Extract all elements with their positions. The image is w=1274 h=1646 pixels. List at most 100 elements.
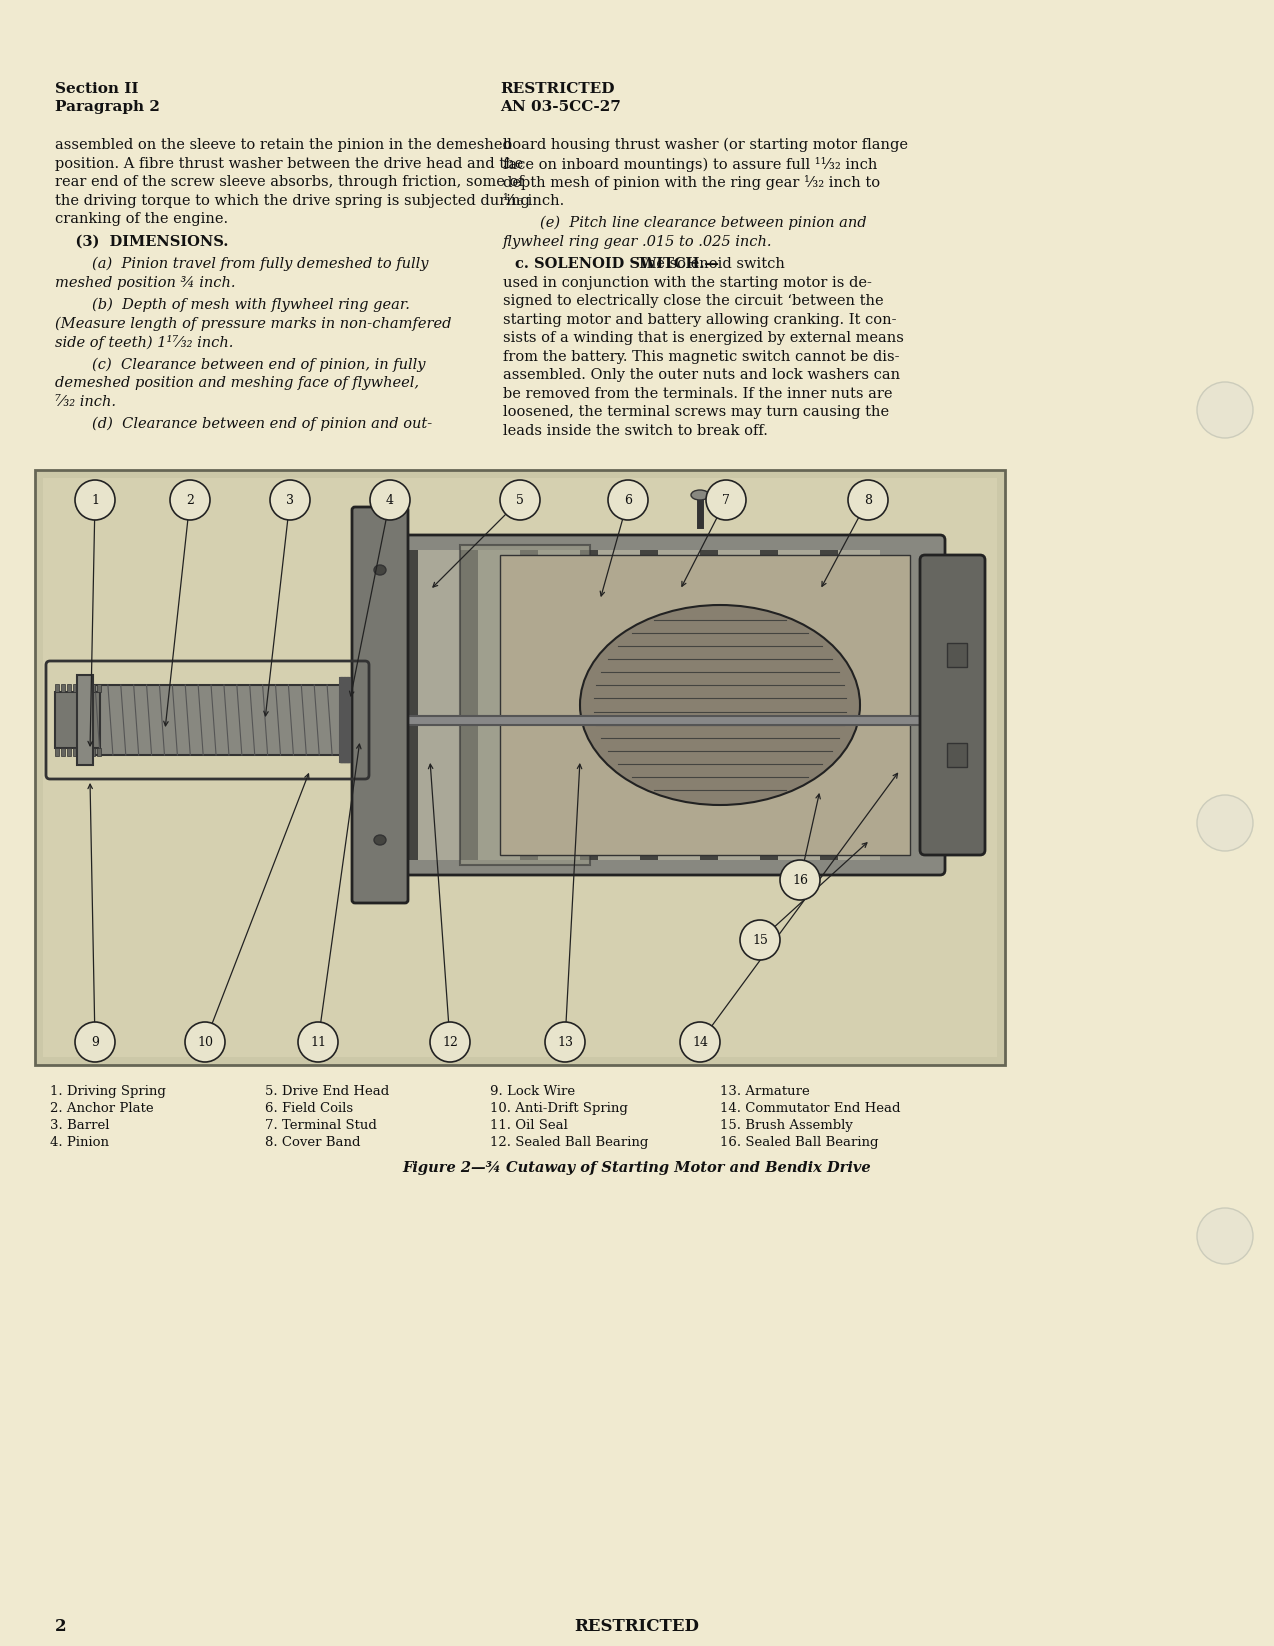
Circle shape [369,481,410,520]
Bar [55,685,59,691]
Text: assembled on the sleeve to retain the pinion in the demeshed: assembled on the sleeve to retain the pi… [55,138,512,151]
Ellipse shape [375,565,386,574]
Text: 7. Terminal Stud: 7. Terminal Stud [265,1119,377,1132]
Text: 12. Sealed Ball Bearing: 12. Sealed Ball Bearing [490,1136,648,1149]
Text: 15: 15 [752,933,768,946]
Text: loosened, the terminal screws may turn causing the: loosened, the terminal screws may turn c… [503,405,889,420]
Bar [61,685,65,691]
Circle shape [780,859,820,900]
Bar [90,685,345,756]
Circle shape [270,481,310,520]
Bar [460,550,478,859]
Circle shape [848,481,888,520]
Text: 4. Pinion: 4. Pinion [50,1136,110,1149]
Circle shape [1198,795,1254,851]
FancyBboxPatch shape [34,471,1005,1065]
FancyBboxPatch shape [375,535,945,876]
Text: (b)  Depth of mesh with flywheel ring gear.: (b) Depth of mesh with flywheel ring gea… [55,298,410,313]
Text: (3)  DIMENSIONS.: (3) DIMENSIONS. [55,234,228,249]
FancyBboxPatch shape [43,477,998,1057]
Bar [55,691,99,747]
Text: used in conjunction with the starting motor is de-: used in conjunction with the starting mo… [503,275,871,290]
Text: 10. Anti-Drift Spring: 10. Anti-Drift Spring [490,1103,628,1114]
Text: 2: 2 [55,1618,66,1634]
Bar [68,747,71,756]
FancyBboxPatch shape [499,555,910,854]
Text: board housing thrust washer (or starting motor flange: board housing thrust washer (or starting… [503,138,908,153]
Bar [838,550,880,859]
Circle shape [706,481,747,520]
Text: face on inboard mountings) to assure full ¹¹⁄₃₂ inch: face on inboard mountings) to assure ful… [503,156,878,171]
Text: 8: 8 [864,494,871,507]
Text: 9: 9 [90,1035,99,1049]
Bar [947,742,967,767]
Text: 12: 12 [442,1035,457,1049]
Bar [538,550,580,859]
Text: 6. Field Coils: 6. Field Coils [265,1103,353,1114]
Bar [73,685,76,691]
Bar [520,550,538,859]
Bar [478,550,520,859]
Ellipse shape [375,835,386,844]
Bar [947,644,967,667]
Bar [699,550,719,859]
Text: leads inside the switch to break off.: leads inside the switch to break off. [503,423,768,438]
Circle shape [1198,1208,1254,1264]
Text: from the battery. This magnetic switch cannot be dis-: from the battery. This magnetic switch c… [503,349,899,364]
Text: 11. Oil Seal: 11. Oil Seal [490,1119,568,1132]
Circle shape [75,481,115,520]
Bar [85,747,89,756]
Text: 14. Commutator End Head: 14. Commutator End Head [720,1103,901,1114]
Bar [90,685,96,691]
Text: 16: 16 [792,874,808,887]
Circle shape [169,481,210,520]
Text: RESTRICTED: RESTRICTED [575,1618,699,1634]
Text: (a)  Pinion travel from fully demeshed to fully: (a) Pinion travel from fully demeshed to… [55,257,428,272]
Text: rear end of the screw sleeve absorbs, through friction, some of: rear end of the screw sleeve absorbs, th… [55,174,524,189]
Text: 3. Barrel: 3. Barrel [50,1119,110,1132]
FancyBboxPatch shape [460,545,590,866]
Text: RESTRICTED: RESTRICTED [499,82,614,95]
Text: (e)  Pitch line clearance between pinion and: (e) Pitch line clearance between pinion … [503,216,866,230]
Text: depth mesh of pinion with the ring gear ¹⁄₃₂ inch to: depth mesh of pinion with the ring gear … [503,174,880,189]
Text: 5. Drive End Head: 5. Drive End Head [265,1085,390,1098]
Ellipse shape [691,491,710,500]
Bar [580,550,598,859]
Bar [340,678,350,762]
Text: side of teeth) 1¹⁷⁄₃₂ inch.: side of teeth) 1¹⁷⁄₃₂ inch. [55,336,233,351]
Text: 4: 4 [386,494,394,507]
Circle shape [185,1022,225,1062]
Text: demeshed position and meshing face of flywheel,: demeshed position and meshing face of fl… [55,375,419,390]
Text: 2. Anchor Plate: 2. Anchor Plate [50,1103,154,1114]
Text: signed to electrically close the circuit ‘between the: signed to electrically close the circuit… [503,295,884,308]
Bar [400,550,418,859]
Bar [73,747,76,756]
Bar [640,550,657,859]
Text: ⁷⁄₃₂ inch.: ⁷⁄₃₂ inch. [55,395,116,408]
Text: 7: 7 [722,494,730,507]
Text: 6: 6 [624,494,632,507]
Bar [820,550,838,859]
Text: 10: 10 [197,1035,213,1049]
FancyBboxPatch shape [920,555,985,854]
Text: 8. Cover Band: 8. Cover Band [265,1136,361,1149]
Text: Figure 2—¾ Cutaway of Starting Motor and Bendix Drive: Figure 2—¾ Cutaway of Starting Motor and… [403,1160,871,1175]
Bar [76,675,93,765]
Text: assembled. Only the outer nuts and lock washers can: assembled. Only the outer nuts and lock … [503,369,901,382]
Bar [418,550,460,859]
Text: Paragraph 2: Paragraph 2 [55,100,159,114]
Text: 13. Armature: 13. Armature [720,1085,810,1098]
Text: flywheel ring gear .015 to .025 inch.: flywheel ring gear .015 to .025 inch. [503,234,772,249]
Text: meshed position ¾ inch.: meshed position ¾ inch. [55,275,236,290]
Bar [68,685,71,691]
Text: 1: 1 [90,494,99,507]
Text: 9. Lock Wire: 9. Lock Wire [490,1085,575,1098]
Text: 16. Sealed Ball Bearing: 16. Sealed Ball Bearing [720,1136,879,1149]
Text: 15. Brush Assembly: 15. Brush Assembly [720,1119,852,1132]
Bar [79,747,83,756]
Text: 14: 14 [692,1035,708,1049]
Circle shape [740,920,780,960]
Circle shape [608,481,648,520]
Bar [97,747,101,756]
Text: sists of a winding that is energized by external means: sists of a winding that is energized by … [503,331,903,346]
